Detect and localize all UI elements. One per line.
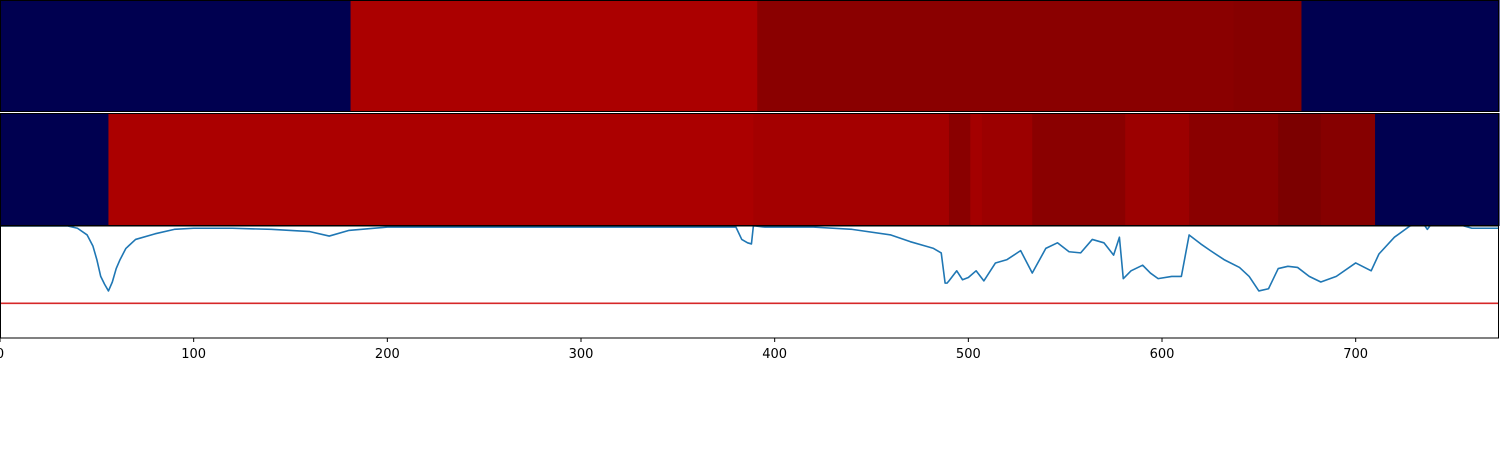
heatmap-top bbox=[0, 0, 1500, 112]
heatmap-bottom-cell-5 bbox=[981, 113, 1033, 226]
heatmap-bottom-cell-10 bbox=[1320, 113, 1376, 226]
x-tick-label-700: 700 bbox=[1343, 347, 1368, 362]
series-line bbox=[0, 226, 1499, 292]
heatmap-bottom bbox=[0, 113, 1500, 226]
x-tick-label-200: 200 bbox=[375, 347, 400, 362]
heatmap-top-cell-3 bbox=[1233, 0, 1303, 112]
heatmap-bottom-cell-2 bbox=[753, 113, 950, 226]
heatmap-top-cell-4 bbox=[1301, 0, 1500, 112]
x-axis: 0 100 200 300 400 500 600 700 bbox=[0, 338, 1368, 362]
line-plot-frame bbox=[0, 225, 1499, 339]
heatmap-top-cell-2 bbox=[757, 0, 1235, 112]
x-tick-label-400: 400 bbox=[762, 347, 787, 362]
heatmap-bottom-cell-1 bbox=[108, 113, 754, 226]
x-tick-label-100: 100 bbox=[181, 347, 206, 362]
line-plot bbox=[0, 225, 1499, 339]
x-tick-label-500: 500 bbox=[956, 347, 981, 362]
x-tick-label-0: 0 bbox=[0, 347, 4, 362]
heatmap-top-frame bbox=[0, 0, 1499, 112]
heatmap-bottom-cell-8 bbox=[1189, 113, 1279, 226]
heatmap-bottom-cell-3 bbox=[948, 113, 971, 226]
heatmap-bottom-cell-9 bbox=[1278, 113, 1322, 226]
heatmap-top-cell-1 bbox=[350, 0, 758, 112]
heatmap-bottom-cell-4 bbox=[970, 113, 983, 226]
x-tick-label-600: 600 bbox=[1150, 347, 1175, 362]
heatmap-bottom-cell-11 bbox=[1375, 113, 1500, 226]
x-tick-label-300: 300 bbox=[569, 347, 594, 362]
heatmap-bottom-cell-0 bbox=[0, 113, 110, 226]
heatmap-top-cell-0 bbox=[0, 0, 352, 112]
heatmap-bottom-cell-7 bbox=[1125, 113, 1190, 226]
heatmap-bottom-cell-6 bbox=[1032, 113, 1126, 226]
